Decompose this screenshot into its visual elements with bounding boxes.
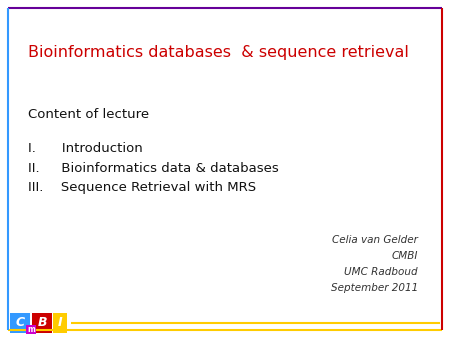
Text: B: B: [37, 316, 47, 330]
Text: III.  Sequence Retrieval with MRS: III. Sequence Retrieval with MRS: [28, 182, 256, 194]
Text: m: m: [27, 325, 35, 334]
Text: I: I: [58, 316, 62, 330]
Text: Celia van Gelder: Celia van Gelder: [332, 235, 418, 245]
Text: II.   Bioinformatics data & databases: II. Bioinformatics data & databases: [28, 162, 279, 174]
Bar: [32, 313, 52, 333]
Text: Content of lecture: Content of lecture: [28, 108, 149, 121]
Text: September 2011: September 2011: [331, 283, 418, 293]
Text: Bioinformatics databases  & sequence retrieval: Bioinformatics databases & sequence retr…: [28, 45, 409, 59]
Bar: [10, 313, 30, 333]
Bar: [53, 313, 67, 333]
Text: CMBI: CMBI: [392, 251, 418, 261]
Bar: [26, 325, 36, 334]
Text: I.    Introduction: I. Introduction: [28, 142, 143, 154]
Text: C: C: [15, 316, 25, 330]
Text: UMC Radboud: UMC Radboud: [344, 267, 418, 277]
